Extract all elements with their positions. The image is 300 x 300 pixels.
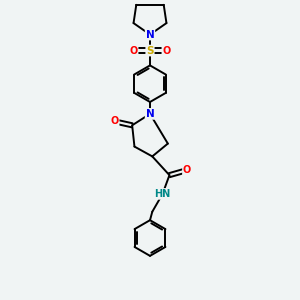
Text: O: O: [183, 165, 191, 175]
Text: O: O: [129, 46, 138, 56]
Text: N: N: [146, 109, 154, 119]
Text: S: S: [146, 46, 154, 56]
Text: O: O: [162, 46, 171, 56]
Text: O: O: [110, 116, 119, 126]
Text: N: N: [146, 29, 154, 40]
Text: HN: HN: [154, 189, 171, 199]
